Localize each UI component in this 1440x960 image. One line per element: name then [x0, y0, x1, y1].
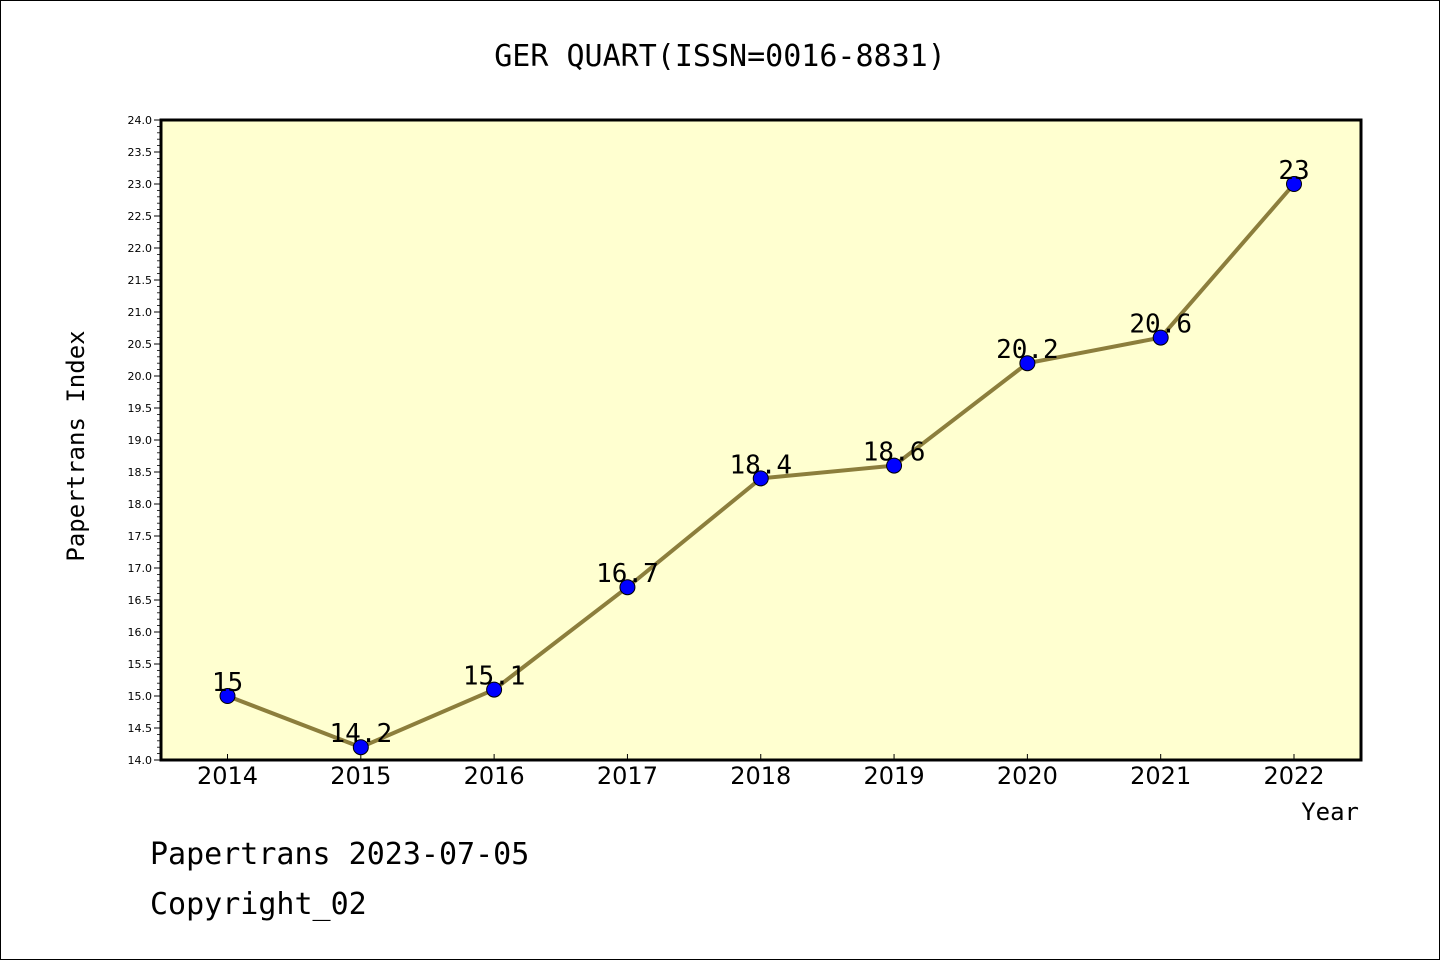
x-tick-label: 2021: [1130, 762, 1191, 790]
y-tick-label: 17.0: [128, 562, 153, 575]
data-point: [352, 739, 369, 756]
y-tick-label: 18.5: [128, 466, 153, 479]
y-tick-label: 22.0: [128, 242, 153, 255]
data-point: [752, 470, 769, 487]
data-point: [486, 681, 503, 698]
data-label: 16.7: [596, 559, 659, 589]
data-label: 20.6: [1129, 310, 1192, 340]
data-point: [219, 688, 236, 704]
y-tick-label: 15.0: [128, 690, 153, 703]
x-axis: 2014 2015 2016 2017 2018 2019 2020 2021 2022: [197, 754, 1325, 790]
data-point: [1152, 329, 1169, 346]
y-tick-label: 15.5: [128, 658, 153, 671]
y-tick-label: 24.0: [128, 114, 153, 127]
y-tick-label: 20.0: [128, 370, 153, 383]
footer-date: Papertrans 2023-07-05: [150, 837, 529, 872]
y-tick-label: 21.5: [128, 274, 153, 287]
y-tick-label: 14.0: [128, 754, 153, 767]
x-tick-label: 2015: [330, 762, 391, 790]
data-point: [1286, 176, 1302, 192]
y-tick-label: 19.5: [128, 402, 153, 415]
y-tick-label: 16.0: [128, 626, 153, 639]
data-label: 14.2: [330, 719, 393, 749]
y-tick-label: 21.0: [128, 306, 153, 319]
series-line-group: 15 14.2 15.1 16.7 18.4 18.6 20.2 20.6 23: [212, 156, 1310, 756]
x-tick-label: 2016: [464, 762, 525, 790]
x-tick-label: 2017: [597, 762, 658, 790]
y-tick-label: 19.0: [128, 434, 153, 447]
y-tick-label: 23.5: [128, 146, 153, 159]
y-tick-label: 17.5: [128, 530, 153, 543]
y-tick-label: 22.5: [128, 210, 153, 223]
x-tick-label: 2018: [730, 762, 791, 790]
y-tick-label: 16.5: [128, 594, 153, 607]
x-tick-label: 2014: [197, 762, 258, 790]
chart-title: GER QUART(ISSN=0016-8831): [494, 39, 946, 74]
data-point: [619, 579, 636, 596]
data-label: 18.6: [863, 438, 926, 468]
data-point: [886, 457, 903, 474]
y-tick-label: 18.0: [128, 498, 153, 511]
y-axis: 14.0 14.5 15.0 15.5 16.0 16.5 17.0 17.5 18.0 18.5…: [128, 114, 161, 767]
data-label: 23: [1278, 156, 1309, 186]
plot-border: [159, 118, 1363, 762]
x-tick-label: 2019: [864, 762, 925, 790]
y-axis-label: Papertrans Index: [62, 330, 90, 561]
x-tick-label: 2022: [1263, 762, 1324, 790]
plot-area: [161, 120, 1361, 760]
data-point: [1019, 355, 1036, 372]
x-axis-label: Year: [1301, 798, 1359, 826]
data-label: 15.1: [463, 662, 526, 692]
y-tick-label: 14.5: [128, 722, 153, 735]
y-tick-label: 23.0: [128, 178, 153, 191]
data-label: 15: [212, 668, 243, 698]
y-tick-label: 20.5: [128, 338, 153, 351]
data-label: 18.4: [729, 450, 792, 480]
footer-copyright: Copyright_02: [150, 887, 367, 922]
x-tick-label: 2020: [997, 762, 1058, 790]
data-label: 20.2: [996, 335, 1059, 365]
